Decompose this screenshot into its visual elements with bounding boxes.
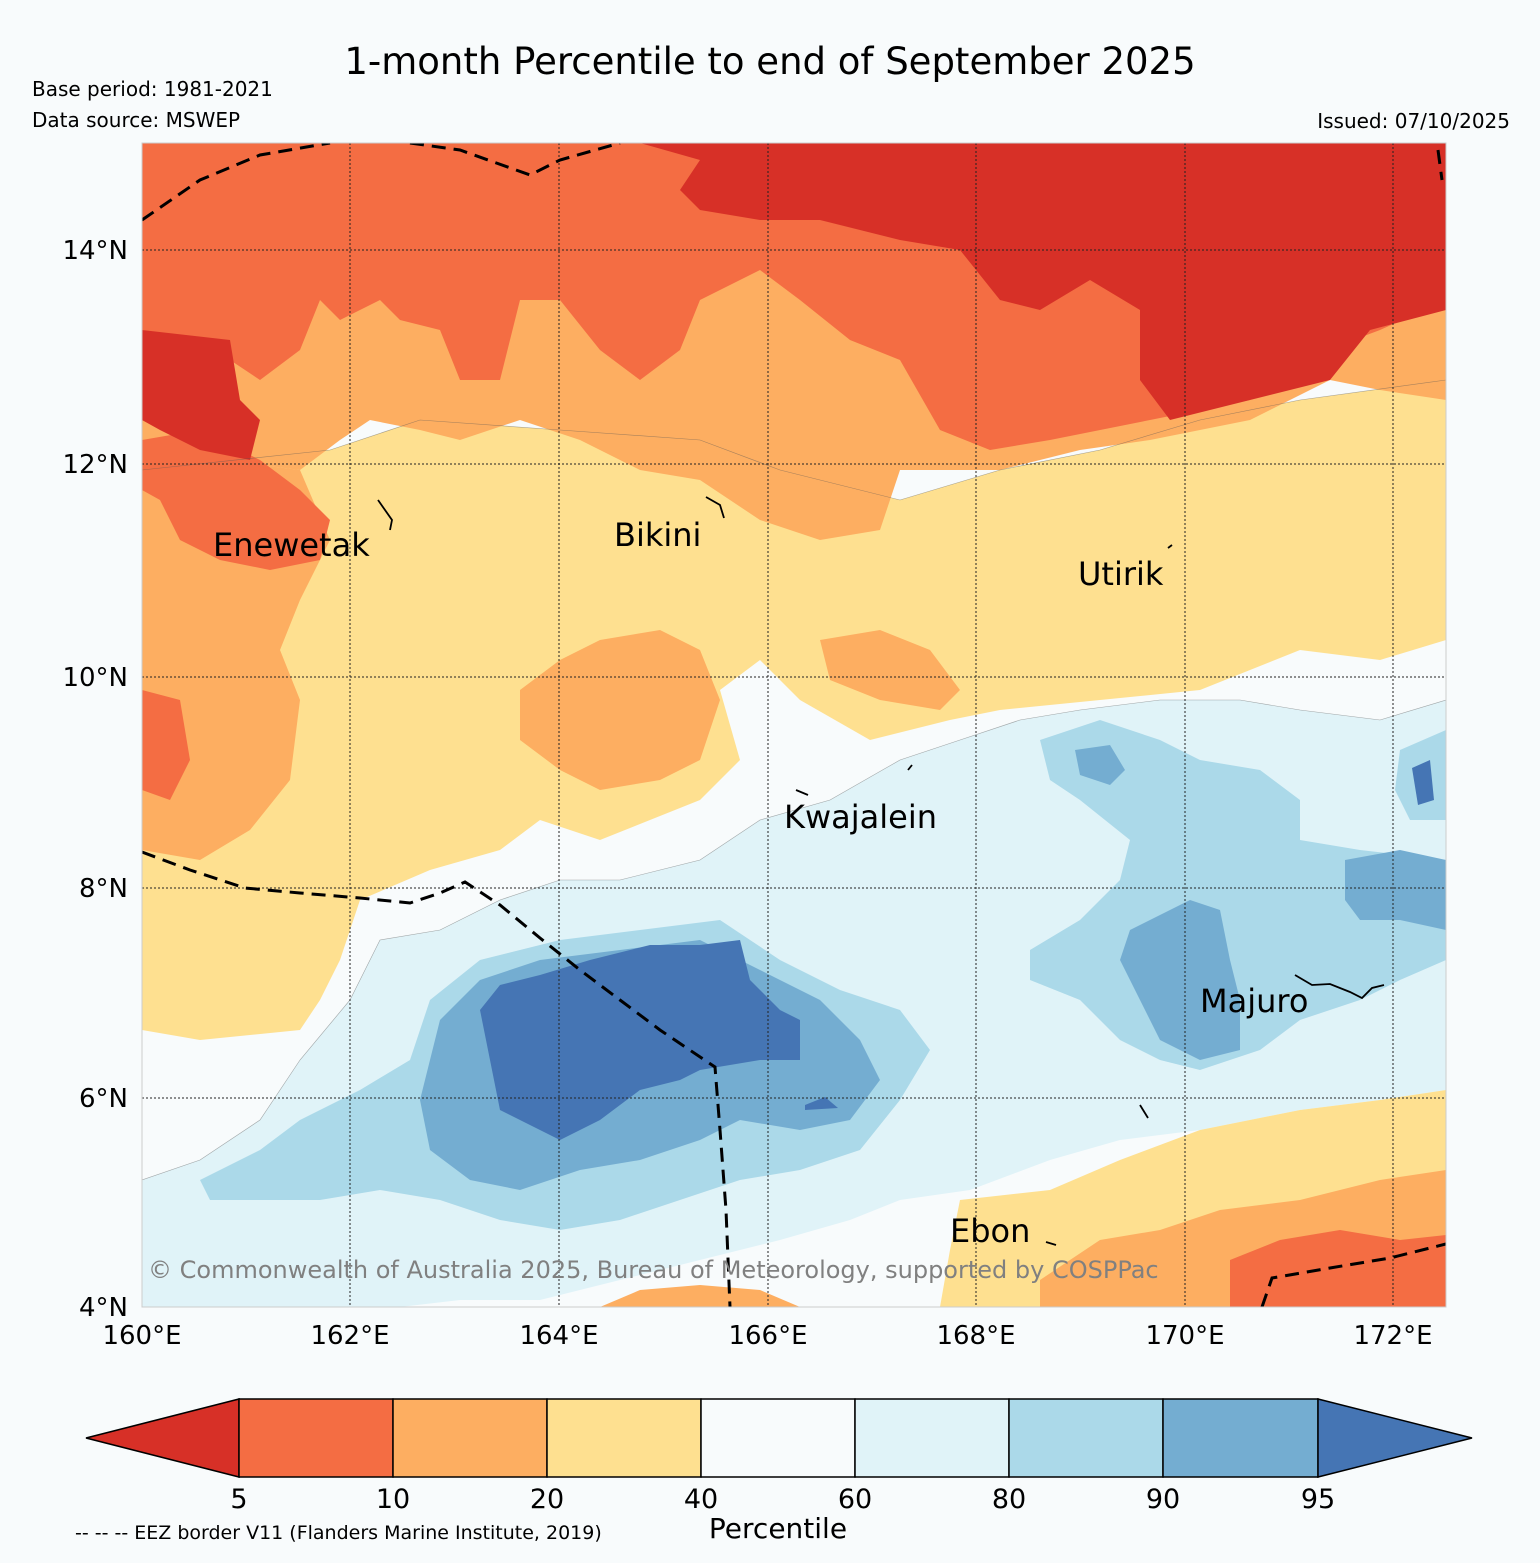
- colorbar-tick-label: 90: [1146, 1484, 1180, 1515]
- eez-borders: [142, 143, 1446, 1307]
- colorbar-ticks: 5 10 20 40 60 80 90 95: [230, 1484, 1335, 1515]
- longitude-axis: 160°E 162°E 164°E 166°E 168°E 170°E 172°…: [102, 1321, 1432, 1351]
- colorbar-p80-90: [1008, 1398, 1164, 1478]
- field-p10-20-central: [520, 630, 720, 790]
- eez-legend-note: -- -- -- EEZ border V11 (Flanders Marine…: [75, 1522, 602, 1544]
- lat-tick-label: 12°N: [62, 450, 128, 480]
- colorbar: [85, 1398, 1473, 1478]
- lon-tick-label: 166°E: [728, 1321, 807, 1351]
- lon-tick-label: 172°E: [1353, 1321, 1432, 1351]
- colorbar-below-5: [85, 1398, 240, 1478]
- colorbar-p20-40: [546, 1398, 702, 1478]
- lat-tick-label: 14°N: [62, 236, 128, 266]
- field-p10-20-southwest: [600, 1285, 800, 1307]
- base-period: Base period: 1981-2021: [32, 77, 273, 101]
- colorbar-p5-10: [238, 1398, 394, 1478]
- lat-tick-label: 6°N: [79, 1084, 128, 1114]
- place-label-enewetak: Enewetak: [213, 526, 370, 564]
- field-above-95-east: [1412, 760, 1434, 805]
- field-above-95-west: [480, 940, 800, 1140]
- lat-tick-label: 10°N: [62, 663, 128, 693]
- percentile-fields: [142, 143, 1446, 1307]
- colorbar-tick-label: 5: [230, 1484, 247, 1515]
- colorbar-tick-label: 80: [992, 1484, 1026, 1515]
- map-title: 1-month Percentile to end of September 2…: [344, 40, 1196, 83]
- colorbar-p10-20: [392, 1398, 548, 1478]
- field-p90-95-kwaj: [1075, 745, 1125, 785]
- copyright-notice: © Commonwealth of Australia 2025, Bureau…: [148, 1256, 1159, 1284]
- field-p10-20-mid: [820, 630, 960, 710]
- colorbar-tick-label: 95: [1301, 1484, 1335, 1515]
- place-label-majuro: Majuro: [1200, 982, 1308, 1020]
- lon-tick-label: 162°E: [310, 1321, 389, 1351]
- field-p20-40-north: [142, 380, 1446, 1040]
- colorbar-tick-label: 60: [838, 1484, 872, 1515]
- place-label-ebon: Ebon: [950, 1212, 1030, 1250]
- place-label-kwajalein: Kwajalein: [784, 798, 937, 836]
- field-p90-95-far-east: [1345, 850, 1446, 930]
- colorbar-title: Percentile: [708, 1512, 848, 1545]
- place-label-utirik: Utirik: [1078, 555, 1164, 593]
- field-p5-10-west-lower: [142, 690, 190, 800]
- field-above-95-small: [805, 1097, 838, 1110]
- field-below-5-northeast: [640, 143, 1446, 420]
- field-below-5-northwest: [142, 330, 260, 460]
- colorbar-tick-label: 40: [684, 1484, 718, 1515]
- latitude-axis: 14°N 12°N 10°N 8°N 6°N 4°N: [62, 236, 128, 1323]
- lat-tick-label: 4°N: [79, 1293, 128, 1323]
- lat-tick-label: 8°N: [79, 874, 128, 904]
- colorbar-tick-label: 20: [530, 1484, 564, 1515]
- colorbar-p40-60: [700, 1398, 856, 1478]
- graticule: [142, 143, 1446, 1307]
- map-frame: [141, 142, 1447, 1308]
- contour-lines: [142, 379, 1446, 1181]
- colorbar-above-95: [1317, 1398, 1473, 1478]
- colorbar-tick-label: 10: [376, 1484, 410, 1515]
- place-label-bikini: Bikini: [614, 516, 701, 554]
- field-p5-10-south: [1230, 1230, 1446, 1307]
- island-outlines: [377, 496, 1385, 1246]
- lon-tick-label: 164°E: [519, 1321, 598, 1351]
- colorbar-p60-80: [854, 1398, 1010, 1478]
- issued-date: Issued: 07/10/2025: [1317, 109, 1510, 133]
- lon-tick-label: 160°E: [102, 1321, 181, 1351]
- lon-tick-label: 170°E: [1145, 1321, 1224, 1351]
- data-source: Data source: MSWEP: [32, 108, 241, 132]
- colorbar-p90-95: [1162, 1398, 1319, 1478]
- lon-tick-label: 168°E: [936, 1321, 1015, 1351]
- field-p90-95-east: [1120, 900, 1240, 1060]
